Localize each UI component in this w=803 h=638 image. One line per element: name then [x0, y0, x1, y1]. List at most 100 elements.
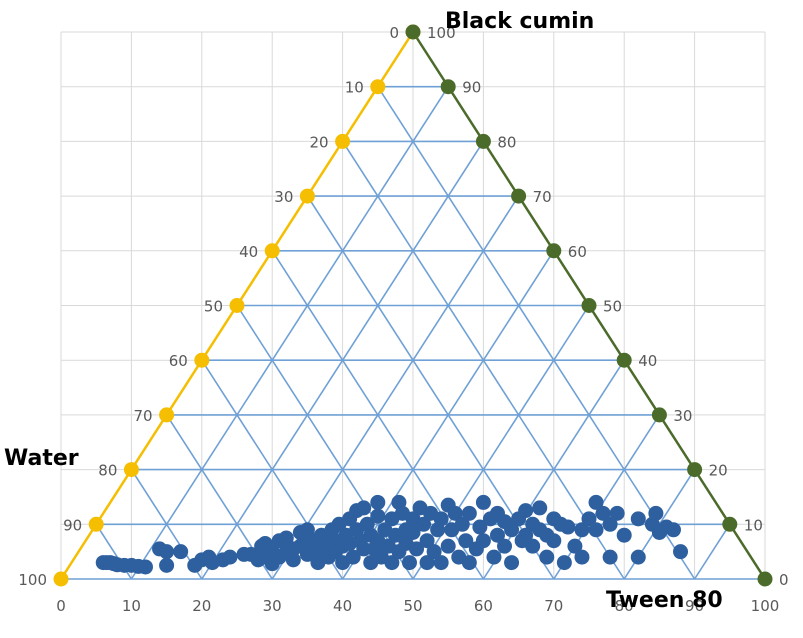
data-point: [475, 533, 491, 549]
data-point: [458, 533, 474, 549]
left-tick-label: 60: [169, 352, 188, 370]
data-point: [665, 522, 681, 538]
data-point: [556, 555, 572, 571]
tick-labels: 0 10 20 30 40 50 60 70 80 90 100100908070605040302…: [18, 24, 788, 615]
data-point: [504, 522, 520, 538]
bottom-tick-label: 90: [685, 597, 704, 615]
left-tick-label: 40: [239, 243, 258, 261]
data-point: [609, 505, 625, 521]
bottom-tick-label: 0: [56, 597, 66, 615]
right-edge-marker: [651, 407, 667, 423]
data-point: [588, 494, 604, 510]
data-point: [518, 527, 534, 543]
left-tick-label: 100: [18, 571, 47, 589]
ternary-gridline-right: [377, 86, 696, 580]
data-point: [159, 544, 175, 560]
left-edge-marker: [159, 407, 175, 423]
right-edge-marker: [616, 352, 632, 368]
data-point: [472, 519, 488, 535]
bottom-tick-label: 70: [544, 597, 563, 615]
right-edge-marker: [687, 462, 703, 478]
data-point: [278, 530, 294, 546]
right-edge-marker: [405, 24, 421, 40]
data-point: [602, 549, 618, 565]
data-point: [416, 516, 432, 532]
data-point: [574, 549, 590, 565]
right-edge-marker: [475, 133, 491, 149]
right-tick-label: 0: [779, 571, 789, 589]
data-point: [602, 516, 618, 532]
bottom-tick-label: 20: [192, 597, 211, 615]
data-point: [419, 555, 435, 571]
data-point: [345, 549, 361, 565]
left-tick-label: 80: [98, 462, 117, 480]
left-edge-marker: [123, 462, 139, 478]
data-point: [504, 555, 520, 571]
data-point: [370, 494, 386, 510]
data-point: [419, 533, 435, 549]
ternary-grid: [61, 85, 765, 580]
left-edge-marker: [53, 571, 69, 587]
data-point: [409, 541, 425, 557]
right-tick-label: 50: [603, 298, 622, 316]
right-tick-label: 20: [709, 462, 728, 480]
data-point: [581, 511, 597, 527]
left-tick-label: 70: [134, 407, 153, 425]
data-point: [433, 555, 449, 571]
data-point: [173, 544, 189, 560]
ternary-gridline-left: [130, 86, 449, 580]
data-point: [454, 516, 470, 532]
data-point: [574, 522, 590, 538]
data-point: [356, 500, 372, 516]
right-tick-label: 70: [533, 188, 552, 206]
bottom-tick-label: 80: [615, 597, 634, 615]
right-edge-marker: [511, 188, 527, 204]
data-point: [447, 505, 463, 521]
ternary-gridline-left: [693, 523, 731, 580]
data-point: [539, 549, 555, 565]
left-edge-marker: [370, 79, 386, 95]
data-point: [405, 525, 421, 541]
left-tick-label: 10: [345, 79, 364, 97]
left-edge-marker: [264, 243, 280, 259]
right-edge-marker: [546, 243, 562, 259]
bottom-tick-label: 50: [403, 597, 422, 615]
right-tick-label: 80: [497, 133, 516, 151]
vertex-label-left: Water: [4, 446, 79, 471]
right-edge-marker: [440, 79, 456, 95]
data-point: [433, 511, 449, 527]
right-edge-marker: [757, 571, 773, 587]
left-tick-label: 0: [389, 24, 399, 42]
data-point: [546, 533, 562, 549]
left-edge-marker: [88, 516, 104, 532]
vertex-label-right: Tween 80: [606, 588, 723, 613]
right-tick-label: 30: [673, 407, 692, 425]
data-point: [673, 544, 689, 560]
left-tick-label: 20: [310, 133, 329, 151]
data-point: [648, 505, 664, 521]
data-point: [159, 557, 175, 573]
left-edge-marker: [299, 188, 315, 204]
vertex-labels: Black cumin Water Tween 80: [4, 9, 723, 613]
left-edge-marker: [194, 352, 210, 368]
data-point: [426, 544, 442, 560]
bottom-tick-label: 10: [122, 597, 141, 615]
data-point: [489, 527, 505, 543]
bottom-tick-label: 100: [751, 597, 780, 615]
left-tick-label: 30: [274, 188, 293, 206]
bottom-tick-label: 40: [333, 597, 352, 615]
data-point: [440, 538, 456, 554]
data-point: [299, 522, 315, 538]
data-point: [370, 508, 386, 524]
right-edge-marker: [581, 298, 597, 313]
data-point: [532, 500, 548, 516]
data-point: [525, 538, 541, 554]
data-point: [630, 511, 646, 527]
data-point: [595, 505, 611, 521]
data-point: [475, 494, 491, 510]
left-tick-label: 50: [204, 298, 223, 316]
edge-markers: [53, 24, 773, 587]
data-point: [588, 522, 604, 538]
left-edge-marker: [229, 298, 245, 313]
data-point: [567, 538, 583, 554]
